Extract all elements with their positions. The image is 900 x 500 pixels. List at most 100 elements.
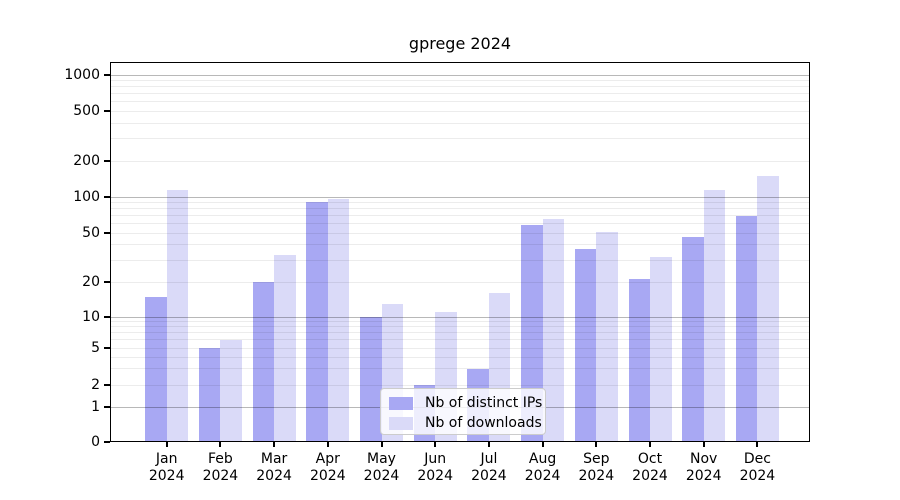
- y-tick-500: [104, 110, 110, 112]
- bar-nb-of-distinct-ips-dec-2024: [735, 216, 758, 442]
- x-tick-label-apr-2024: Apr 2024: [309, 451, 346, 484]
- y-tick-label-1: 1: [91, 399, 100, 415]
- bar-nb-of-downloads-oct-2024: [650, 256, 672, 442]
- legend-item-nb-of-distinct-ips: Nb of distinct IPs: [381, 393, 545, 413]
- gridline-minor-300: [111, 138, 809, 140]
- bar-nb-of-downloads-feb-2024: [220, 339, 242, 442]
- legend: Nb of distinct IPs Nb of downloads: [380, 388, 546, 435]
- x-tick-label-jul-2024: Jul 2024: [471, 451, 507, 484]
- x-tick-sep-2024: [595, 442, 598, 447]
- x-tick-aug-2024: [541, 442, 544, 447]
- x-tick-jul-2024: [487, 442, 490, 447]
- bar-nb-of-downloads-apr-2024: [327, 198, 350, 442]
- x-tick-label-feb-2024: Feb 2024: [202, 451, 239, 484]
- x-tick-label-nov-2024: Nov 2024: [685, 451, 722, 484]
- gridline-minor-900: [111, 79, 809, 81]
- y-tick-50: [104, 232, 110, 234]
- y-tick-label-100: 100: [73, 189, 100, 205]
- x-tick-label-mar-2024: Mar 2024: [256, 451, 292, 484]
- y-tick-label-5: 5: [91, 340, 100, 356]
- x-tick-label-may-2024: May 2024: [363, 451, 400, 484]
- bar-nb-of-distinct-ips-sep-2024: [574, 249, 597, 442]
- gridline-minor-50: [111, 232, 809, 234]
- gridline-major-100: [111, 196, 809, 198]
- y-tick-1: [104, 406, 110, 408]
- y-tick-label-2: 2: [91, 377, 100, 393]
- y-tick-0: [104, 441, 110, 443]
- legend-swatch-nb-of-downloads: [389, 416, 413, 430]
- x-tick-dec-2024: [756, 442, 759, 447]
- bar-nb-of-downloads-jan-2024: [166, 189, 189, 442]
- gridline-minor-3: [111, 368, 809, 370]
- x-tick-label-jan-2024: Jan 2024: [148, 451, 185, 484]
- bar-nb-of-distinct-ips-feb-2024: [198, 348, 221, 442]
- legend-item-nb-of-downloads: Nb of downloads: [381, 413, 545, 433]
- gridline-minor-9: [111, 321, 809, 323]
- x-tick-apr-2024: [326, 442, 329, 447]
- x-tick-mar-2024: [273, 442, 276, 447]
- bar-nb-of-distinct-ips-jan-2024: [145, 296, 167, 442]
- gridline-minor-700: [111, 93, 809, 95]
- x-tick-label-aug-2024: Aug 2024: [524, 451, 561, 484]
- gridline-minor-20: [111, 281, 809, 283]
- gridline-minor-40: [111, 244, 809, 246]
- y-tick-10: [104, 316, 110, 318]
- bar-nb-of-distinct-ips-mar-2024: [252, 282, 275, 442]
- legend-label-nb-of-distinct-ips: Nb of distinct IPs: [425, 395, 543, 411]
- gridline-minor-60: [111, 223, 809, 225]
- x-tick-label-oct-2024: Oct 2024: [632, 451, 668, 484]
- y-tick-label-20: 20: [82, 274, 100, 290]
- gridline-minor-90: [111, 201, 809, 203]
- gridline-minor-800: [111, 86, 809, 88]
- x-tick-may-2024: [380, 442, 383, 447]
- bar-nb-of-downloads-mar-2024: [274, 255, 296, 442]
- y-tick-200: [104, 160, 110, 162]
- bar-nb-of-distinct-ips-nov-2024: [682, 237, 704, 442]
- gridline-minor-80: [111, 208, 809, 210]
- bar-nb-of-downloads-aug-2024: [542, 218, 565, 442]
- chart-title: gprege 2024: [408, 34, 512, 53]
- bar-nb-of-distinct-ips-apr-2024: [306, 202, 328, 442]
- bar-nb-of-downloads-sep-2024: [596, 231, 618, 442]
- gridline-major-10: [111, 316, 809, 318]
- x-tick-feb-2024: [219, 442, 222, 447]
- gridline-minor-200: [111, 160, 809, 162]
- x-tick-label-jun-2024: Jun 2024: [417, 451, 453, 484]
- y-tick-5: [104, 347, 110, 349]
- y-tick-1000: [104, 74, 110, 76]
- x-tick-jan-2024: [165, 442, 168, 447]
- gridline-major-1000: [111, 74, 809, 76]
- gridline-minor-6: [111, 339, 809, 341]
- gridline-minor-7: [111, 332, 809, 334]
- x-tick-jun-2024: [434, 442, 437, 447]
- y-tick-label-50: 50: [82, 225, 100, 241]
- gridline-minor-30: [111, 259, 809, 261]
- y-tick-2: [104, 384, 110, 386]
- bar-nb-of-distinct-ips-oct-2024: [628, 279, 650, 442]
- gridline-minor-600: [111, 101, 809, 103]
- y-tick-100: [104, 196, 110, 198]
- y-tick-label-200: 200: [73, 153, 100, 169]
- x-tick-nov-2024: [702, 442, 705, 447]
- y-tick-label-1000: 1000: [64, 67, 100, 83]
- y-tick-label-500: 500: [73, 103, 100, 119]
- legend-label-nb-of-downloads: Nb of downloads: [425, 415, 542, 431]
- gridline-minor-2: [111, 384, 809, 386]
- x-tick-label-dec-2024: Dec 2024: [739, 451, 776, 484]
- gridline-minor-70: [111, 215, 809, 217]
- gridline-minor-400: [111, 122, 809, 124]
- gridline-minor-500: [111, 110, 809, 112]
- legend-swatch-nb-of-distinct-ips: [389, 396, 413, 410]
- y-tick-label-10: 10: [82, 309, 100, 325]
- gridline-minor-5: [111, 347, 809, 349]
- bar-nb-of-downloads-nov-2024: [703, 189, 726, 442]
- bar-nb-of-downloads-dec-2024: [757, 175, 779, 442]
- x-tick-label-sep-2024: Sep 2024: [578, 451, 615, 484]
- bar-nb-of-distinct-ips-may-2024: [360, 317, 382, 442]
- gridline-minor-4: [111, 356, 809, 358]
- gridline-minor-8: [111, 326, 809, 328]
- y-tick-20: [104, 281, 110, 283]
- bar-nb-of-distinct-ips-aug-2024: [521, 225, 543, 442]
- y-tick-label-0: 0: [91, 434, 100, 450]
